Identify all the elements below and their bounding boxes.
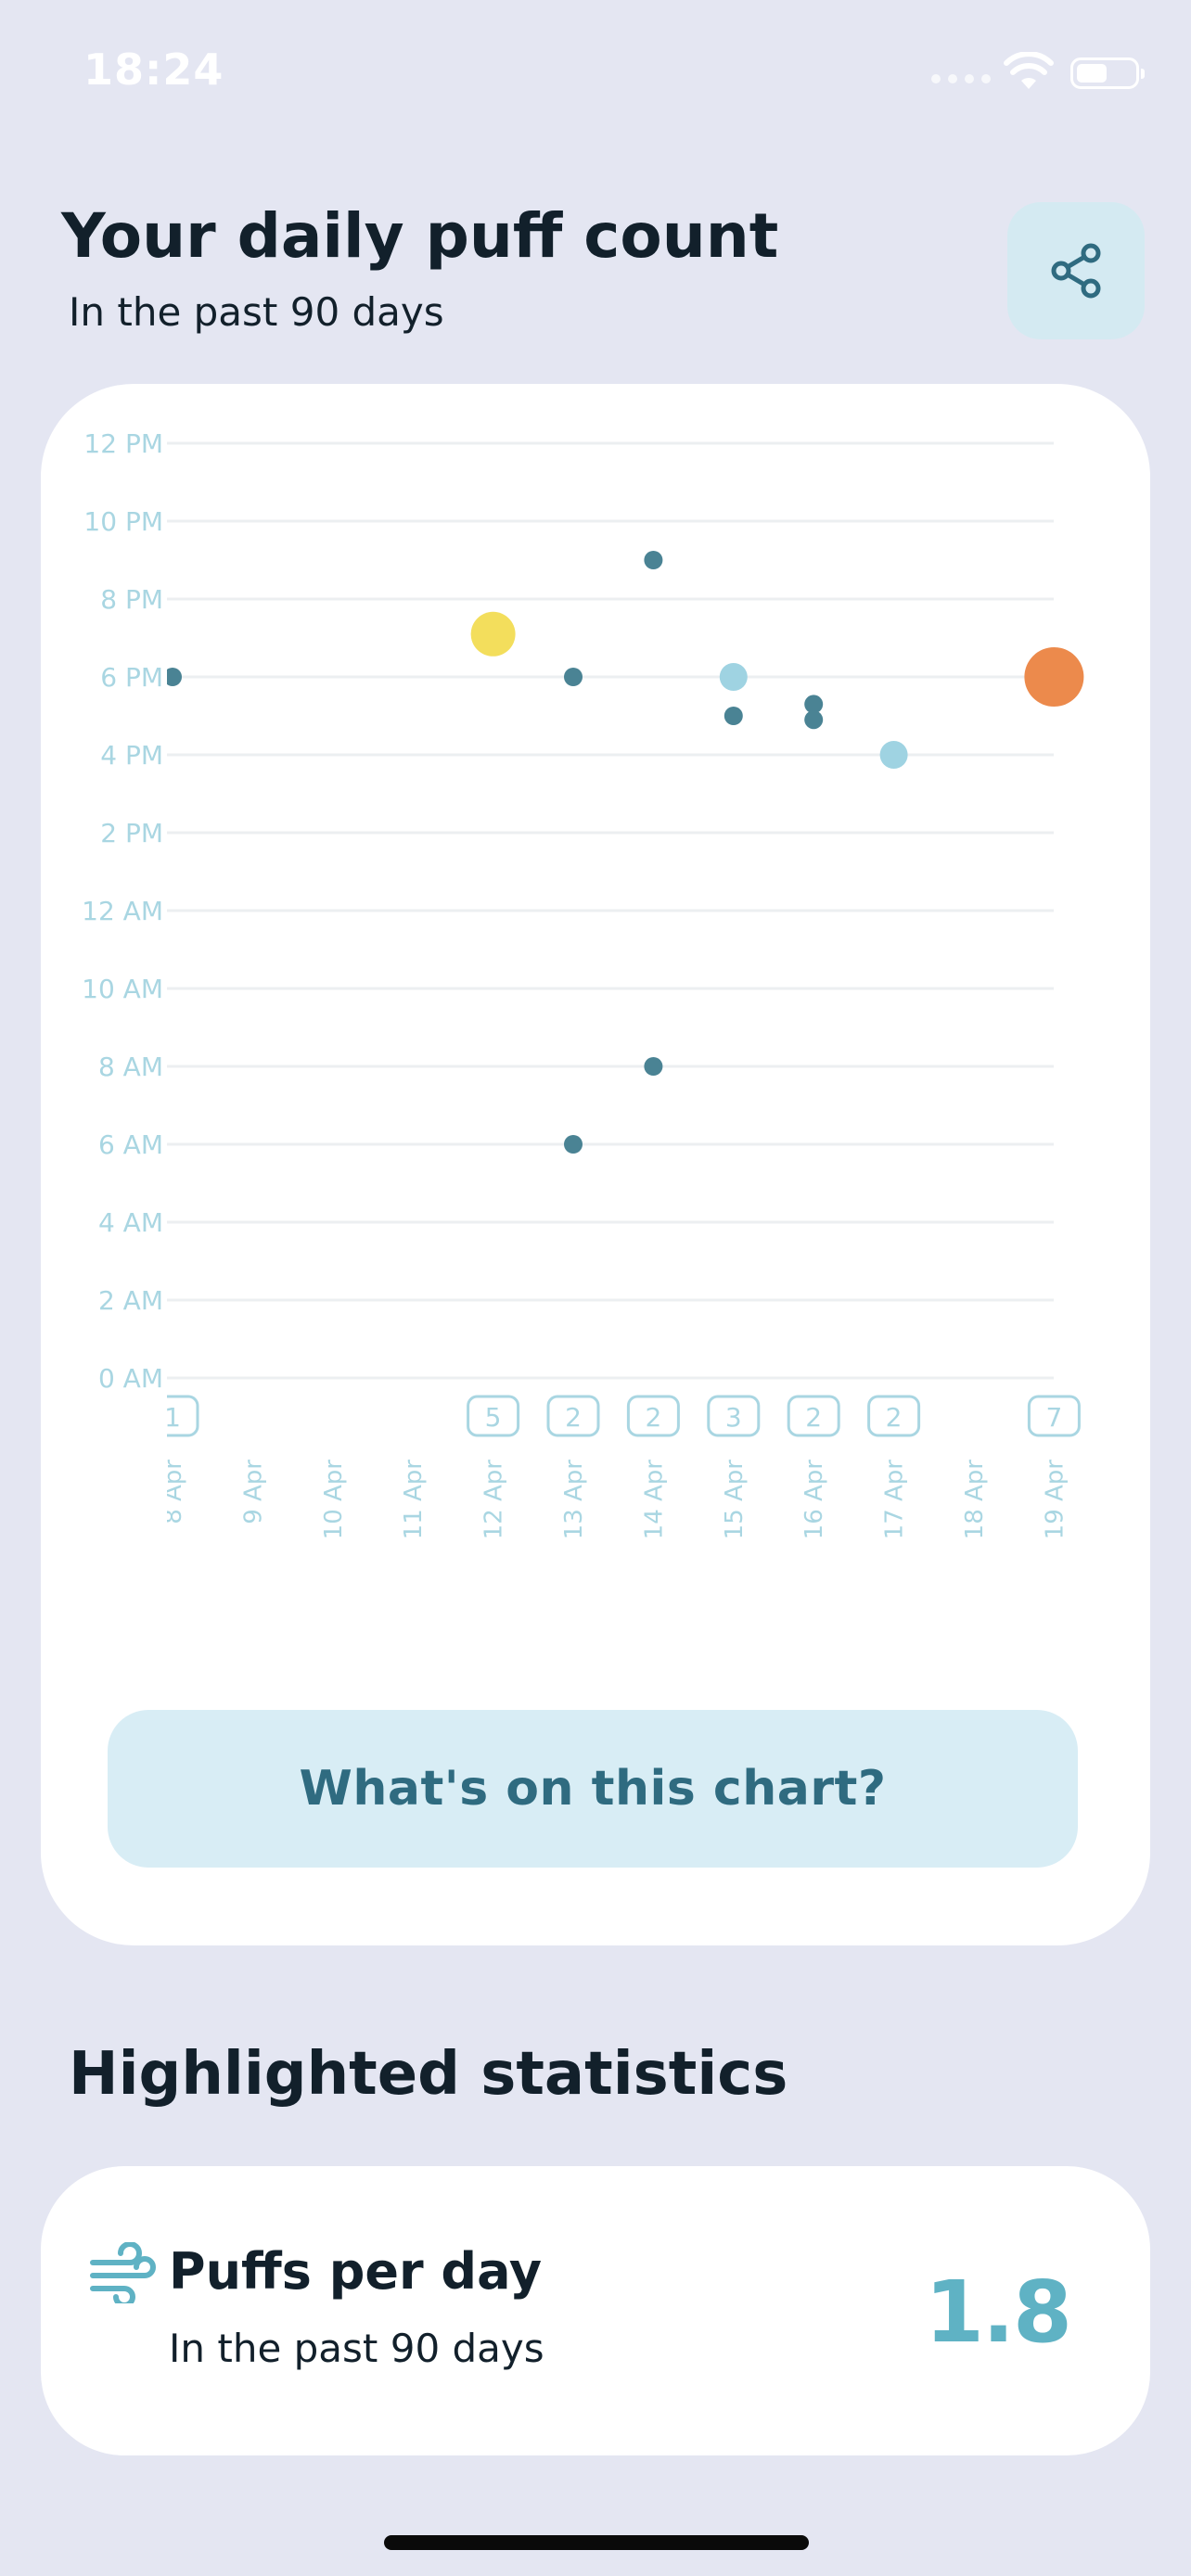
daily-count-label: 1 <box>164 1402 181 1433</box>
y-tick-label: 6 PM <box>100 662 163 693</box>
data-point <box>724 707 743 725</box>
x-tick-label: 9 Apr <box>239 1460 267 1524</box>
daily-count-badge <box>867 1395 921 1437</box>
daily-count-badge <box>626 1395 680 1437</box>
wind-icon <box>90 2242 156 2303</box>
data-point <box>644 1057 663 1076</box>
x-tick-label: 10 Apr <box>320 1460 348 1540</box>
stat-value: 1.8 <box>925 2263 1072 2362</box>
y-tick-label: 8 AM <box>98 1052 163 1082</box>
daily-count-badge <box>787 1395 840 1437</box>
share-button[interactable] <box>1007 202 1145 339</box>
x-tick-label: 13 Apr <box>560 1460 588 1540</box>
y-tick-label: 2 PM <box>100 818 163 848</box>
y-tick-label: 4 PM <box>100 740 163 771</box>
stat-sublabel: In the past 90 days <box>169 2326 544 2371</box>
daily-count-badge <box>707 1395 761 1437</box>
puffs-per-day-card[interactable]: Puffs per day In the past 90 days 1.8 <box>41 2166 1150 2455</box>
y-tick-label: 12 PM <box>83 428 163 459</box>
puff-chart-card: 0 AM 2 AM 4 AM 6 AM 8 AM 10 AM 12 AM 2 PM 4 PM 6 … <box>41 384 1150 1945</box>
daily-count-badge <box>467 1395 520 1437</box>
data-point <box>1024 647 1084 707</box>
daily-count-label: 2 <box>805 1402 822 1433</box>
x-tick-label: 18 Apr <box>961 1460 989 1540</box>
x-tick-label: 17 Apr <box>881 1460 909 1540</box>
daily-count-badge <box>167 1395 199 1437</box>
data-point <box>470 611 516 657</box>
page-subtitle: In the past 90 days <box>69 289 444 335</box>
x-tick-label: 11 Apr <box>400 1460 428 1540</box>
plot-area: 1 5 2 2 3 2 2 7 8 Apr 9 Apr 10 Apr 11 Apr 12 Apr 13 A… <box>160 551 1084 1540</box>
data-point <box>879 741 908 769</box>
highlighted-statistics-title: Highlighted statistics <box>69 2040 788 2109</box>
x-tick-label: 8 Apr <box>160 1460 187 1524</box>
y-tick-label: 10 PM <box>83 506 163 537</box>
y-tick-label: 12 AM <box>82 896 163 926</box>
page-title: Your daily puff count <box>61 200 779 272</box>
daily-count-label: 3 <box>725 1402 742 1433</box>
y-tick-label: 4 AM <box>98 1207 163 1238</box>
y-tick-label: 8 PM <box>100 584 163 615</box>
daily-count-label: 2 <box>645 1402 661 1433</box>
data-point <box>804 695 824 714</box>
daily-count-label: 5 <box>485 1402 502 1433</box>
share-icon <box>1051 243 1101 299</box>
daily-count-label: 7 <box>1045 1402 1062 1433</box>
y-tick-label: 6 AM <box>98 1129 163 1160</box>
x-tick-label: 12 Apr <box>480 1460 508 1540</box>
daily-count-label: 2 <box>886 1402 903 1433</box>
data-point <box>719 663 748 691</box>
status-time: 18:24 <box>83 45 224 95</box>
y-tick-label: 2 AM <box>98 1285 163 1316</box>
x-tick-label: 19 Apr <box>1041 1460 1069 1540</box>
wifi-icon <box>1004 52 1054 89</box>
whats-on-this-chart-button[interactable]: What's on this chart? <box>108 1710 1078 1868</box>
home-indicator <box>384 2535 809 2550</box>
x-tick-label: 16 Apr <box>800 1460 828 1540</box>
data-point <box>167 668 182 686</box>
x-tick-label: 14 Apr <box>640 1460 668 1540</box>
y-tick-label: 0 AM <box>98 1363 163 1394</box>
daily-count-badge <box>1027 1395 1081 1437</box>
puff-scatter-chart: 0 AM 2 AM 4 AM 6 AM 8 AM 10 AM 12 AM 2 PM 4 PM 6 … <box>82 428 1084 1540</box>
data-point <box>564 1135 583 1154</box>
daily-count-label: 2 <box>565 1402 582 1433</box>
cellular-signal-icon <box>931 74 991 83</box>
x-tick-label: 15 Apr <box>721 1460 749 1540</box>
y-tick-label: 10 AM <box>82 974 163 1004</box>
daily-count-badge <box>546 1395 600 1437</box>
data-point <box>564 668 583 686</box>
data-point <box>644 551 663 569</box>
data-point <box>804 710 824 730</box>
battery-icon <box>1070 57 1145 89</box>
stat-label: Puffs per day <box>169 2242 543 2301</box>
